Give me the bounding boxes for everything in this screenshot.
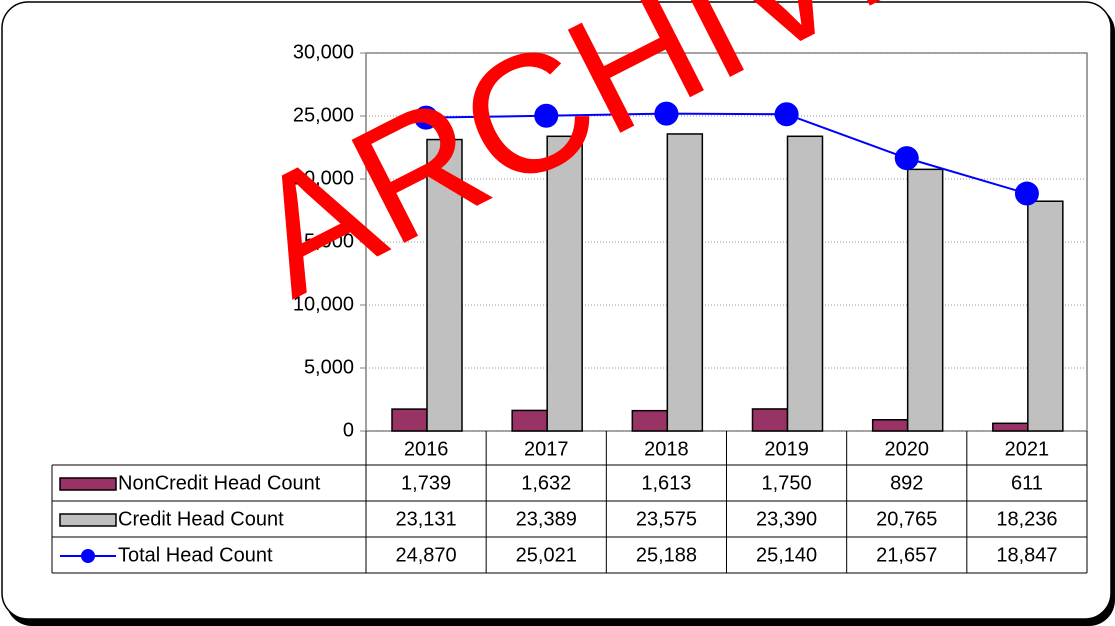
x-tick-label: 2021 bbox=[1005, 438, 1050, 460]
bar bbox=[992, 422, 1029, 432]
marker bbox=[654, 101, 679, 126]
table-value: 23,131 bbox=[395, 508, 456, 530]
table-value: 25,021 bbox=[516, 544, 577, 566]
y-tick-label: 30,000 bbox=[293, 41, 354, 63]
bar bbox=[1027, 200, 1064, 432]
legend-label: Total Head Count bbox=[118, 544, 273, 566]
table-value: 23,390 bbox=[756, 508, 817, 530]
x-tick-label: 2020 bbox=[885, 438, 930, 460]
table-value: 18,236 bbox=[996, 508, 1057, 530]
marker bbox=[1014, 181, 1039, 206]
table-value: 23,389 bbox=[516, 508, 577, 530]
bar bbox=[666, 133, 704, 432]
legend-swatch bbox=[59, 477, 117, 491]
table-value: 23,575 bbox=[636, 508, 697, 530]
bar bbox=[751, 408, 789, 432]
x-tick-label: 2016 bbox=[404, 438, 449, 460]
table-value: 25,188 bbox=[636, 544, 697, 566]
table-value: 20,765 bbox=[876, 508, 937, 530]
table-value: 24,870 bbox=[395, 544, 456, 566]
table-value: 1,739 bbox=[401, 472, 451, 494]
bar bbox=[631, 409, 669, 432]
y-tick-label: 10,000 bbox=[293, 293, 354, 315]
x-tick-label: 2018 bbox=[644, 438, 689, 460]
y-tick-label: 20,000 bbox=[293, 167, 354, 189]
y-tick-label: 25,000 bbox=[293, 104, 354, 126]
table-value: 18,847 bbox=[996, 544, 1057, 566]
legend-label: NonCredit Head Count bbox=[118, 472, 321, 494]
table-value: 1,750 bbox=[762, 472, 812, 494]
marker bbox=[774, 102, 799, 127]
line bbox=[426, 112, 1028, 195]
table-value: 611 bbox=[1011, 472, 1043, 494]
marker bbox=[414, 105, 439, 130]
bar bbox=[511, 409, 548, 432]
bar bbox=[391, 408, 428, 432]
table-value: 1,632 bbox=[521, 472, 571, 494]
legend-label: Credit Head Count bbox=[118, 508, 284, 530]
table-value: 21,657 bbox=[876, 544, 937, 566]
y-tick-label: 15,000 bbox=[293, 230, 354, 252]
table-value: 892 bbox=[890, 472, 923, 494]
bar bbox=[426, 138, 463, 432]
bar bbox=[906, 168, 944, 432]
legend-marker bbox=[81, 549, 95, 563]
x-tick-label: 2019 bbox=[764, 438, 809, 460]
bar bbox=[871, 419, 909, 432]
table-value: 1,613 bbox=[641, 472, 691, 494]
marker bbox=[894, 146, 919, 171]
y-tick-label: 0 bbox=[343, 419, 354, 441]
marker bbox=[534, 103, 559, 128]
x-tick-label: 2017 bbox=[524, 438, 569, 460]
bar bbox=[786, 135, 824, 432]
table-value: 25,140 bbox=[756, 544, 817, 566]
bar bbox=[546, 135, 583, 432]
y-tick-label: 5,000 bbox=[304, 356, 354, 378]
legend-swatch bbox=[59, 513, 117, 527]
